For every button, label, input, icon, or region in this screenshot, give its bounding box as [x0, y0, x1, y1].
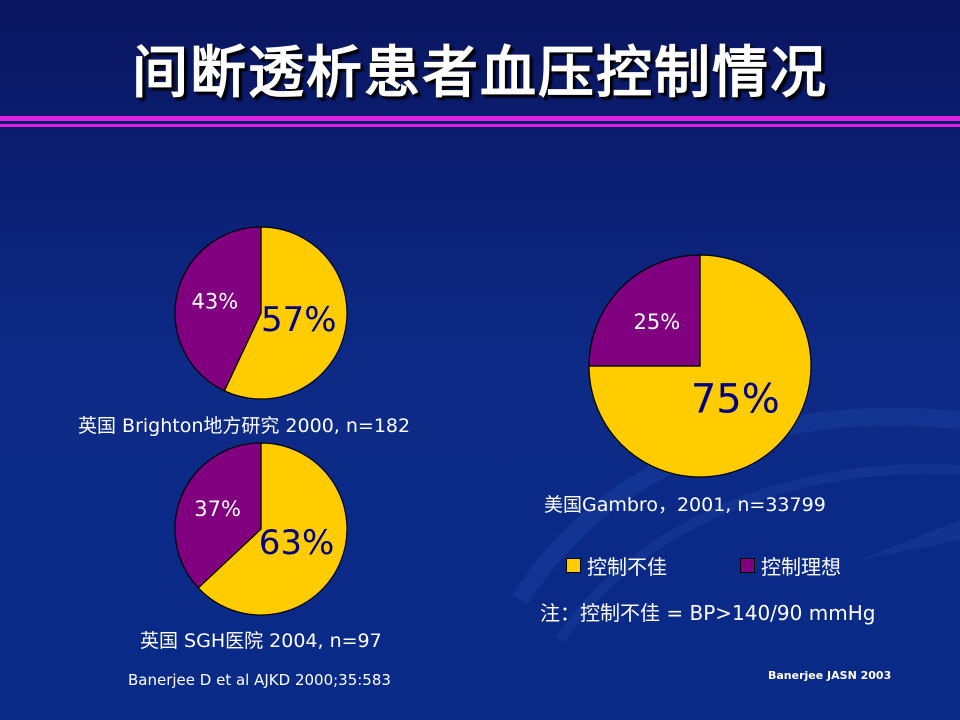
pie-slice-ideal — [588, 254, 701, 367]
legend-swatch-poor — [566, 558, 581, 573]
pie-slice-ideal — [174, 442, 262, 589]
caption-gambro: 美国Gambro，2001, n=33799 — [544, 494, 826, 516]
title-divider-top — [0, 116, 960, 121]
legend-label-ideal: 控制理想 — [761, 555, 841, 579]
pie-chart-brighton: 57% 43% — [174, 226, 348, 400]
pie-chart-sgh: 63% 37% — [174, 442, 348, 616]
legend-item-poor: 控制不佳 — [566, 551, 667, 580]
legend-label-poor: 控制不佳 — [587, 555, 667, 579]
legend-swatch-ideal — [740, 558, 755, 573]
legend-item-ideal: 控制理想 — [740, 551, 841, 580]
pie-label-poor: 75% — [691, 376, 780, 422]
caption-brighton: 英国 Brighton地方研究 2000, n=182 — [78, 415, 411, 437]
pie-label-poor: 63% — [259, 523, 335, 563]
caption-sgh: 英国 SGH医院 2004, n=97 — [140, 630, 382, 652]
title-divider-bottom — [0, 124, 960, 127]
reference-right: Banerjee JASN 2003 — [768, 669, 892, 682]
pie-label-ideal: 25% — [633, 310, 680, 334]
footnote: 注：控制不佳 = BP>140/90 mmHg — [540, 601, 876, 625]
pie-label-ideal: 43% — [191, 290, 238, 314]
reference-left: Banerjee D et al AJKD 2000;35:583 — [128, 671, 391, 689]
pie-label-poor: 57% — [261, 300, 337, 340]
pie-chart-gambro: 75% 25% — [588, 254, 812, 478]
pie-label-ideal: 37% — [194, 497, 241, 521]
page-title: 间断透析患者血压控制情况 — [132, 41, 828, 106]
pie-slice-poor — [223, 226, 348, 400]
pie-slice-poor — [197, 442, 348, 616]
pie-slice-ideal — [174, 226, 262, 392]
